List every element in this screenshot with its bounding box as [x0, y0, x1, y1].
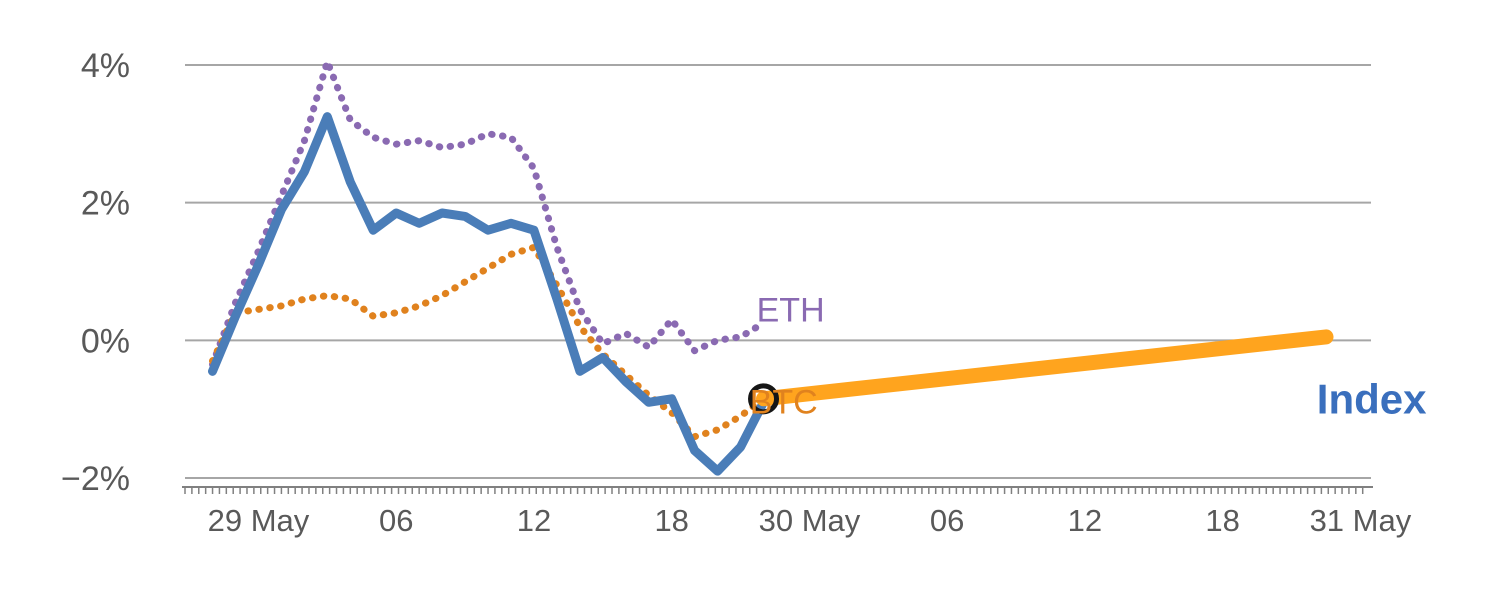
x-tick-label: 12: [1068, 503, 1102, 538]
x-tick-label: 18: [654, 503, 688, 538]
series-btc-live-line: [756, 329, 1334, 407]
series-index-line: [208, 112, 768, 476]
x-tick-label: 12: [517, 503, 551, 538]
series-btc-history-line: [209, 243, 767, 441]
index-label: Index: [1317, 375, 1427, 422]
current-point-marker: [748, 383, 780, 415]
x-tick-label: 31 May: [1310, 503, 1412, 538]
btc-label: BTC: [750, 383, 818, 421]
y-tick-label: −2%: [61, 460, 130, 498]
x-tick-label: 06: [930, 503, 964, 538]
y-tick-label: 4%: [81, 47, 130, 85]
series-eth-line: [209, 58, 767, 368]
y-tick-label: 0%: [81, 322, 130, 360]
y-tick-label: 2%: [81, 185, 130, 223]
eth-label: ETH: [757, 292, 825, 330]
x-tick-label: 30 May: [759, 503, 861, 538]
x-tick-label: 06: [379, 503, 413, 538]
x-tick-label: 29 May: [208, 503, 310, 538]
x-tick-label: 18: [1205, 503, 1239, 538]
